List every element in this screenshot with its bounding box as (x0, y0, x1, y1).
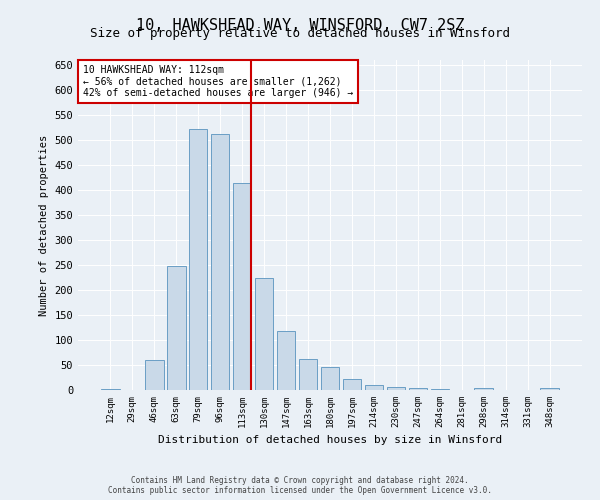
Y-axis label: Number of detached properties: Number of detached properties (39, 134, 49, 316)
Bar (541, 388, 559, 390)
Text: 10, HAWKSHEAD WAY, WINSFORD, CW7 2SZ: 10, HAWKSHEAD WAY, WINSFORD, CW7 2SZ (136, 18, 464, 32)
Bar (365, 385, 383, 390)
Text: Size of property relative to detached houses in Winsford: Size of property relative to detached ho… (90, 28, 510, 40)
Bar (343, 379, 361, 390)
Bar (233, 182, 251, 390)
Bar (145, 360, 164, 390)
Text: 10 HAWKSHEAD WAY: 112sqm
← 56% of detached houses are smaller (1,262)
42% of sem: 10 HAWKSHEAD WAY: 112sqm ← 56% of detach… (83, 65, 353, 98)
Bar (431, 388, 449, 390)
X-axis label: Distribution of detached houses by size in Winsford: Distribution of detached houses by size … (158, 436, 502, 446)
Bar (320, 366, 340, 390)
Bar (475, 388, 493, 390)
Bar (101, 389, 119, 390)
Bar (386, 386, 405, 390)
Bar (211, 134, 229, 390)
Bar (299, 358, 317, 390)
Bar (277, 331, 295, 390)
Text: Contains HM Land Registry data © Crown copyright and database right 2024.
Contai: Contains HM Land Registry data © Crown c… (108, 476, 492, 495)
Bar (167, 266, 185, 390)
Bar (255, 278, 274, 390)
Bar (409, 388, 427, 390)
Bar (189, 128, 208, 390)
